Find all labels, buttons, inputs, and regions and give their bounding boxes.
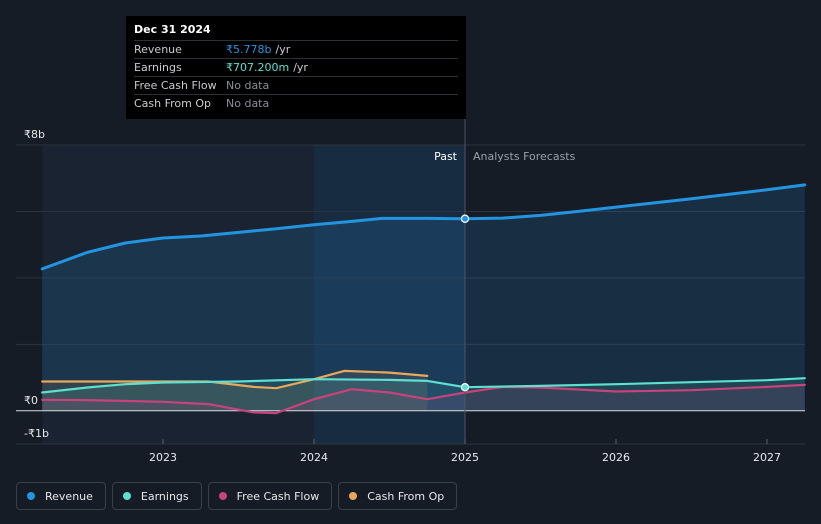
tooltip-date: Dec 31 2024 <box>134 23 211 36</box>
legend-label: Cash From Op <box>367 489 445 503</box>
fcf-dot-icon <box>218 492 227 500</box>
earnings-marker <box>460 382 470 392</box>
tooltip-unit: /yr <box>275 43 291 56</box>
x-tick-label: 2024 <box>300 451 328 464</box>
fcf-line <box>41 383 806 415</box>
cfo-line <box>41 369 429 390</box>
legend-item-free-cash-flow[interactable]: Free Cash Flow <box>207 482 333 510</box>
x-tick-label: 2026 <box>602 451 630 464</box>
y-tick-label: -₹1b <box>24 427 49 440</box>
earnings-dot-icon <box>122 492 131 500</box>
x-tick-label: 2023 <box>149 451 177 464</box>
revenue-dot-icon <box>27 492 35 500</box>
legend-item-cash-from-op[interactable]: Cash From Op <box>338 482 458 510</box>
revenue-line <box>40 183 807 271</box>
tooltip-value: No data <box>226 97 270 110</box>
legend-label: Free Cash Flow <box>236 489 320 503</box>
x-tick-label: 2025 <box>451 451 479 464</box>
x-tick-label: 2027 <box>753 451 781 464</box>
legend-label: Revenue <box>45 489 93 503</box>
y-tick-label: ₹8b <box>24 128 45 141</box>
tooltip-label: Free Cash Flow <box>134 79 217 92</box>
tooltip-value: ₹707.200m <box>226 61 290 74</box>
tooltip-row-revenue: Revenue ₹5.778b /yr <box>134 40 458 58</box>
revenue-area <box>42 184 805 411</box>
highlight-band <box>314 145 465 444</box>
tooltip-row-fcf: Free Cash Flow No data <box>134 76 458 94</box>
tooltip-value: No data <box>226 79 270 92</box>
earnings-line <box>41 377 806 394</box>
tooltip-row-cfo: Cash From Op No data <box>134 94 458 112</box>
legend-label: Earnings <box>140 489 189 503</box>
y-tick-label: ₹0 <box>24 394 38 407</box>
past-label: Past <box>434 150 458 163</box>
tooltip: Dec 31 2024 Revenue ₹5.778b /yr Earnings… <box>126 16 466 119</box>
earnings-area <box>42 378 805 411</box>
tooltip-label: Cash From Op <box>134 97 212 110</box>
legend-item-revenue[interactable]: Revenue <box>16 482 106 510</box>
legend-item-earnings[interactable]: Earnings <box>111 482 202 510</box>
cfo-dot-icon <box>349 492 358 500</box>
forecast-label: Analysts Forecasts <box>473 150 576 163</box>
tooltip-value: ₹5.778b <box>226 43 272 56</box>
tooltip-unit: /yr <box>293 61 308 74</box>
revenue-marker <box>460 214 470 223</box>
tooltip-label: Revenue <box>134 43 182 56</box>
tooltip-label: Earnings <box>134 61 182 74</box>
tooltip-row-earnings: Earnings ₹707.200m /yr <box>134 58 458 76</box>
legend: Revenue Earnings Free Cash Flow Cash Fro… <box>16 482 463 510</box>
